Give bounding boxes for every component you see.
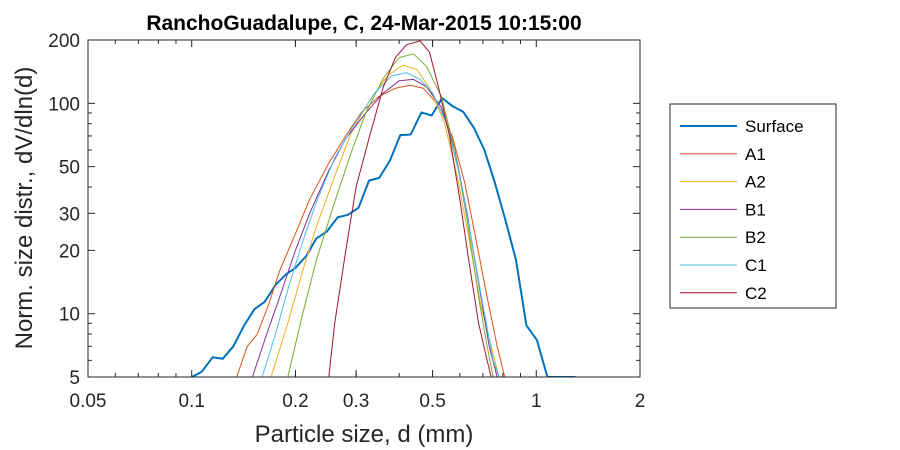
y-tick-label: 20 xyxy=(59,241,80,262)
y-tick-label: 100 xyxy=(48,94,80,115)
x-tick-label: 0.3 xyxy=(343,391,369,412)
series-line-surface xyxy=(191,97,576,377)
legend-label-b1: B1 xyxy=(745,200,766,219)
legend-label-c1: C1 xyxy=(745,256,767,275)
legend-label-b2: B2 xyxy=(745,228,766,247)
y-tick-label: 10 xyxy=(59,305,80,326)
legend-label-c2: C2 xyxy=(745,284,767,303)
legend-label-a1: A1 xyxy=(745,145,766,164)
y-axis-label: Norm. size distr., dV/dln(d) xyxy=(11,67,38,350)
x-tick-label: 0.2 xyxy=(282,391,308,412)
y-tick-label: 200 xyxy=(48,31,80,52)
axis-ticks: 0.05 0.1 0.2 0.3 0.5 1 2 5 10 20 30 50 100 200 xyxy=(48,31,645,412)
legend: Surface A1 A2 B1 B2 C1 C2 xyxy=(669,103,837,309)
series-line-c1 xyxy=(261,72,500,377)
legend-label-surface: Surface xyxy=(745,117,804,136)
x-tick-label: 0.1 xyxy=(179,391,205,412)
plot-area-frame xyxy=(87,39,641,378)
series-line-b1 xyxy=(251,78,498,377)
legend-label-a2: A2 xyxy=(745,173,766,192)
series-line-a2 xyxy=(270,64,500,377)
y-tick-label: 5 xyxy=(69,368,80,389)
series-line-b2 xyxy=(287,53,494,377)
legend-box xyxy=(669,103,837,309)
x-axis-label: Particle size, d (mm) xyxy=(255,421,474,448)
legend-entries: Surface A1 A2 B1 B2 C1 C2 xyxy=(680,117,804,303)
series-layer xyxy=(191,40,576,377)
x-tick-label: 0.5 xyxy=(419,391,445,412)
x-tick-label: 0.05 xyxy=(70,391,107,412)
y-tick-label: 30 xyxy=(59,204,80,225)
chart-title: RanchoGuadalupe, C, 24-Mar-2015 10:15:00 xyxy=(146,12,581,35)
series-line-c2 xyxy=(328,40,492,377)
x-tick-label: 2 xyxy=(635,391,646,412)
series-line-a1 xyxy=(236,84,506,377)
y-tick-label: 50 xyxy=(59,158,80,179)
x-tick-label: 1 xyxy=(531,391,542,412)
